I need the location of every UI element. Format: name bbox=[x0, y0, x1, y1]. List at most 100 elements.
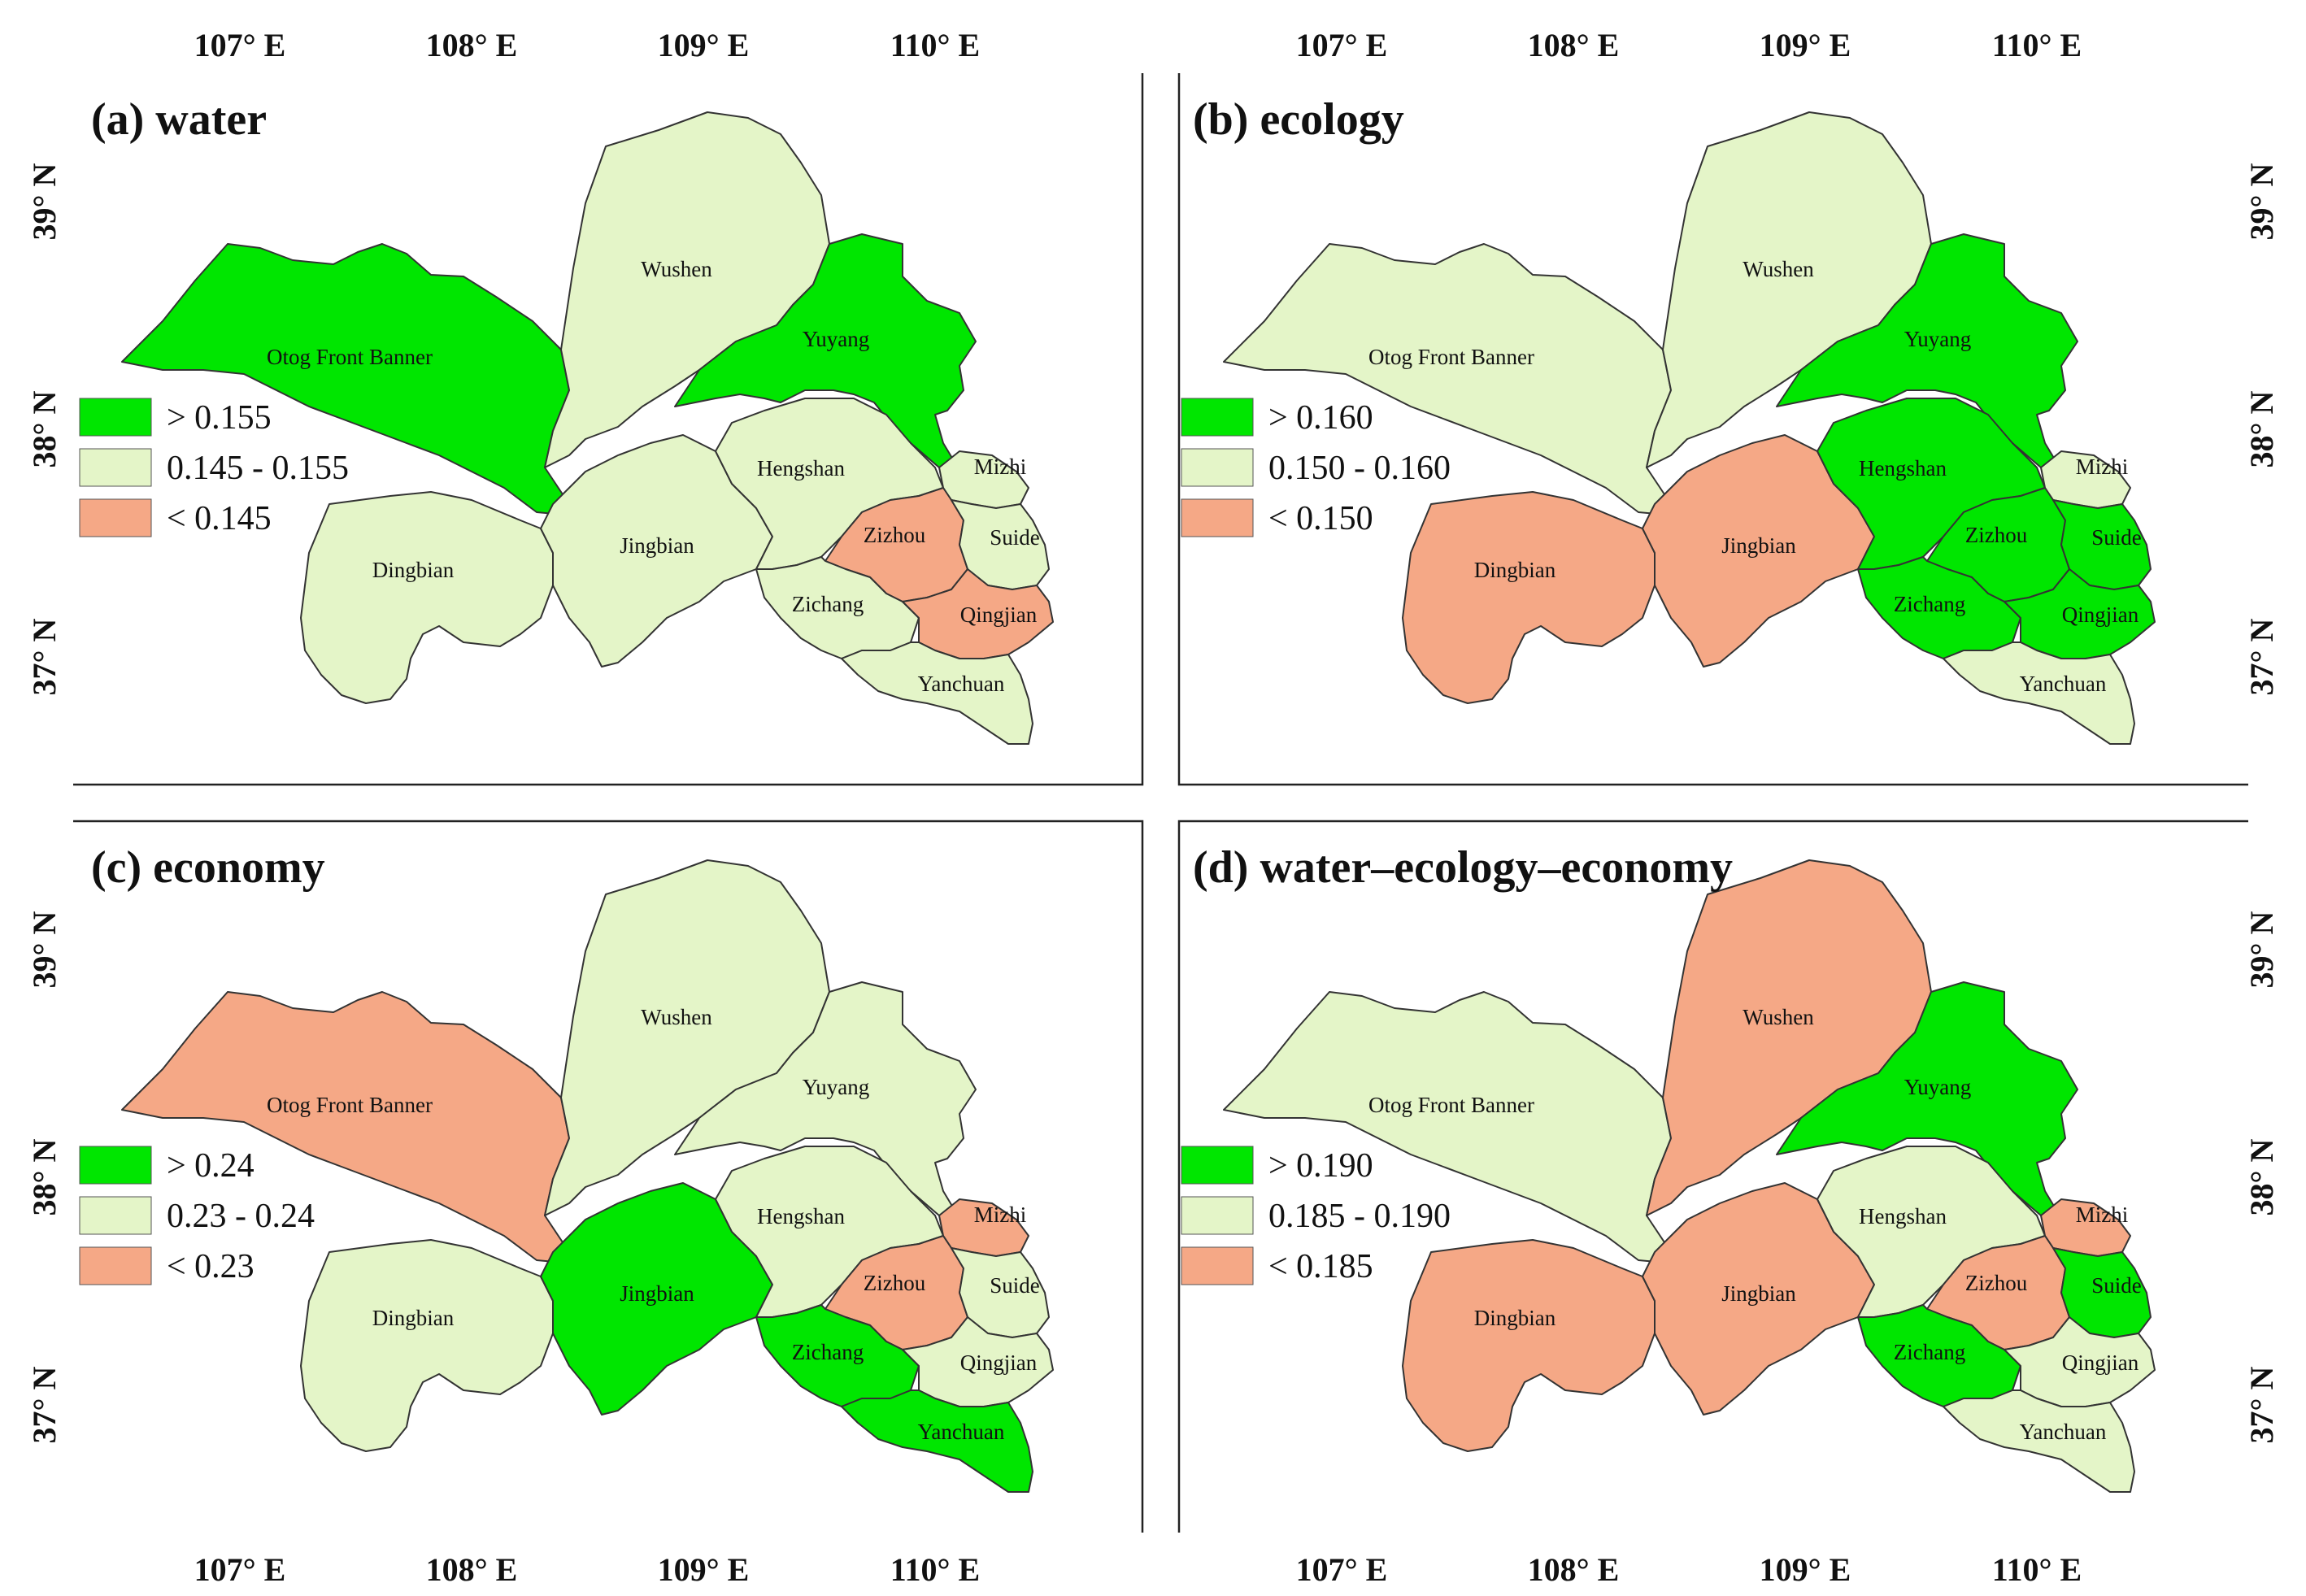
county-dingbian bbox=[300, 491, 554, 704]
longitude-label-top: 109° E bbox=[658, 27, 750, 63]
county-layer: Otog Front Banner Wushen Yuyang Dingbian Jin… bbox=[1223, 111, 2156, 745]
county-suide bbox=[2052, 499, 2152, 590]
county-layer: Otog Front Banner Wushen Yuyang Dingbian Jin… bbox=[1223, 859, 2156, 1493]
county-jingbian bbox=[540, 1182, 773, 1416]
map-panel-d: Otog Front Banner Wushen Yuyang Dingbian Jin… bbox=[1177, 820, 2248, 1533]
longitude-label-top: 108° E bbox=[1528, 27, 1620, 63]
county-label-hengshan: Hengshan bbox=[1859, 1204, 1947, 1229]
latitude-label-right: 39° N bbox=[2243, 911, 2280, 988]
county-label-otog-front-banner: Otog Front Banner bbox=[267, 345, 433, 369]
legend-swatch bbox=[79, 498, 152, 537]
legend-label: < 0.150 bbox=[1268, 500, 1373, 537]
latitude-label-left: 37° N bbox=[26, 1366, 63, 1443]
panel-frame bbox=[73, 820, 1144, 1533]
longitude-label-bottom: 109° E bbox=[1760, 1551, 1851, 1588]
county-label-dingbian: Dingbian bbox=[1474, 558, 1556, 582]
county-label-zichang: Zichang bbox=[1894, 1340, 1965, 1364]
county-label-zichang: Zichang bbox=[792, 592, 864, 616]
panel-frame bbox=[1177, 820, 2248, 1533]
county-label-qingjian: Qingjian bbox=[2062, 1350, 2139, 1375]
county-label-yanchuan: Yanchuan bbox=[2020, 672, 2107, 696]
legend-swatch bbox=[79, 1146, 152, 1185]
county-label-zichang: Zichang bbox=[1894, 592, 1965, 616]
county-label-qingjian: Qingjian bbox=[2062, 602, 2139, 627]
county-label-zizhou: Zizhou bbox=[1965, 523, 2028, 547]
county-label-yanchuan: Yanchuan bbox=[918, 672, 1005, 696]
panel-title: (d) water–ecology–economy bbox=[1193, 842, 1733, 893]
latitude-label-left: 39° N bbox=[26, 163, 63, 240]
county-label-hengshan: Hengshan bbox=[757, 456, 845, 481]
latitude-label-right: 37° N bbox=[2243, 1366, 2280, 1443]
county-layer: Otog Front Banner Wushen Yuyang Dingbian Jin… bbox=[121, 859, 1054, 1493]
legend-label: < 0.23 bbox=[167, 1248, 255, 1285]
county-label-hengshan: Hengshan bbox=[1859, 456, 1947, 481]
legend-swatch bbox=[79, 1246, 152, 1285]
county-yanchuan bbox=[841, 1389, 1033, 1493]
longitude-label-bottom: 108° E bbox=[426, 1551, 518, 1588]
legend-label: > 0.190 bbox=[1268, 1147, 1373, 1185]
legend-swatch bbox=[1181, 1246, 1254, 1285]
county-label-yanchuan: Yanchuan bbox=[2020, 1420, 2107, 1444]
longitude-label-top: 109° E bbox=[1760, 27, 1851, 63]
legend-swatch bbox=[1181, 448, 1254, 487]
legend-swatch bbox=[1181, 1196, 1254, 1235]
county-yanchuan bbox=[1943, 1389, 2135, 1493]
county-label-zichang: Zichang bbox=[792, 1340, 864, 1364]
latitude-label-left: 39° N bbox=[26, 911, 63, 988]
legend-label: 0.23 - 0.24 bbox=[167, 1198, 315, 1235]
county-label-suide: Suide bbox=[990, 525, 1040, 550]
longitude-label-top: 107° E bbox=[1296, 27, 1388, 63]
county-suide bbox=[2052, 1247, 2152, 1338]
legend-label: 0.150 - 0.160 bbox=[1268, 450, 1451, 487]
county-label-jingbian: Jingbian bbox=[1721, 1281, 1796, 1306]
county-label-otog-front-banner: Otog Front Banner bbox=[1368, 1093, 1534, 1117]
legend-swatch bbox=[79, 398, 152, 437]
county-label-mizhi: Mizhi bbox=[2076, 1202, 2129, 1227]
longitude-label-bottom: 110° E bbox=[1992, 1551, 2082, 1588]
county-label-yuyang: Yuyang bbox=[1904, 1075, 1972, 1099]
county-label-yuyang: Yuyang bbox=[803, 1075, 870, 1099]
county-label-dingbian: Dingbian bbox=[1474, 1306, 1556, 1330]
longitude-label-bottom: 107° E bbox=[194, 1551, 286, 1588]
legend-label: < 0.145 bbox=[167, 500, 272, 537]
legend-label: > 0.24 bbox=[167, 1147, 255, 1185]
county-label-suide: Suide bbox=[990, 1273, 1040, 1298]
longitude-label-top: 107° E bbox=[194, 27, 286, 63]
county-yanchuan bbox=[1943, 641, 2135, 745]
map-panel-a: Otog Front Banner Wushen Yuyang Dingbian Jin… bbox=[73, 73, 1144, 786]
county-label-yanchuan: Yanchuan bbox=[918, 1420, 1005, 1444]
legend-label: > 0.155 bbox=[167, 399, 272, 437]
legend-swatch bbox=[1181, 498, 1254, 537]
map-panel-b: Otog Front Banner Wushen Yuyang Dingbian Jin… bbox=[1177, 73, 2248, 786]
county-label-hengshan: Hengshan bbox=[757, 1204, 845, 1229]
county-jingbian bbox=[1642, 434, 1875, 668]
county-label-wushen: Wushen bbox=[1743, 1005, 1814, 1029]
county-label-jingbian: Jingbian bbox=[620, 1281, 694, 1306]
latitude-label-left: 37° N bbox=[26, 618, 63, 695]
county-label-zizhou: Zizhou bbox=[864, 523, 926, 547]
legend-swatch bbox=[1181, 1146, 1254, 1185]
county-label-suide: Suide bbox=[2091, 1273, 2142, 1298]
map-panel-c: Otog Front Banner Wushen Yuyang Dingbian Jin… bbox=[73, 820, 1144, 1533]
panel-frame bbox=[1177, 73, 2248, 786]
longitude-label-bottom: 110° E bbox=[890, 1551, 980, 1588]
county-layer: Otog Front Banner Wushen Yuyang Dingbian Jin… bbox=[121, 111, 1054, 745]
county-label-wushen: Wushen bbox=[641, 257, 712, 281]
county-label-yuyang: Yuyang bbox=[803, 327, 870, 351]
county-label-jingbian: Jingbian bbox=[620, 533, 694, 558]
county-yanchuan bbox=[841, 641, 1033, 745]
county-label-zizhou: Zizhou bbox=[1965, 1271, 2028, 1295]
longitude-label-top: 108° E bbox=[426, 27, 518, 63]
county-label-mizhi: Mizhi bbox=[2076, 454, 2129, 479]
county-dingbian bbox=[1402, 491, 1656, 704]
county-suide bbox=[951, 1247, 1050, 1338]
county-label-mizhi: Mizhi bbox=[974, 454, 1027, 479]
county-dingbian bbox=[300, 1239, 554, 1452]
panel-frame bbox=[73, 73, 1144, 786]
longitude-label-bottom: 108° E bbox=[1528, 1551, 1620, 1588]
county-label-jingbian: Jingbian bbox=[1721, 533, 1796, 558]
panel-title: (c) economy bbox=[91, 842, 325, 893]
legend-swatch bbox=[79, 448, 152, 487]
county-label-qingjian: Qingjian bbox=[960, 1350, 1038, 1375]
